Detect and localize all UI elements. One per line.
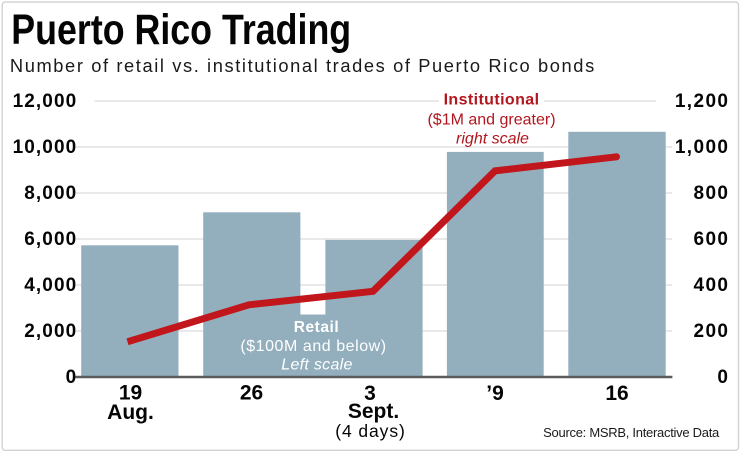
svg-text:26: 26 (240, 382, 263, 405)
svg-text:4,000: 4,000 (24, 275, 77, 296)
svg-text:6,000: 6,000 (24, 229, 77, 250)
svg-text:8,000: 8,000 (24, 183, 77, 204)
svg-text:Number of retail vs. instituti: Number of retail vs. institutional trade… (10, 55, 596, 76)
svg-text:0: 0 (66, 367, 78, 388)
svg-text:Aug.: Aug. (107, 401, 154, 424)
svg-text:800: 800 (693, 183, 729, 204)
svg-text:right scale: right scale (456, 131, 529, 148)
svg-text:0: 0 (717, 367, 729, 388)
svg-text:’9: ’9 (486, 382, 504, 405)
svg-text:200: 200 (693, 321, 729, 342)
svg-text:3: 3 (364, 382, 376, 405)
svg-text:Left scale: Left scale (281, 357, 352, 374)
svg-text:12,000: 12,000 (13, 91, 78, 112)
svg-text:19: 19 (119, 382, 142, 405)
svg-text:600: 600 (693, 229, 729, 250)
svg-text:($1M and greater): ($1M and greater) (427, 112, 555, 129)
svg-text:10,000: 10,000 (13, 137, 78, 158)
svg-text:Source: MSRB, Interactive Data: Source: MSRB, Interactive Data (543, 425, 720, 440)
svg-text:($100M and below): ($100M and below) (240, 338, 386, 355)
svg-text:Retail: Retail (294, 319, 340, 336)
svg-text:1,000: 1,000 (675, 137, 730, 158)
svg-text:16: 16 (605, 382, 628, 405)
svg-text:Puerto Rico Trading: Puerto Rico Trading (11, 6, 351, 54)
svg-text:2,000: 2,000 (24, 321, 77, 342)
svg-text:Sept.: Sept. (348, 400, 399, 423)
svg-text:Institutional: Institutional (444, 92, 540, 109)
svg-text:400: 400 (693, 275, 729, 296)
svg-text:(4 days): (4 days) (335, 421, 405, 441)
svg-text:1,200: 1,200 (675, 91, 730, 112)
